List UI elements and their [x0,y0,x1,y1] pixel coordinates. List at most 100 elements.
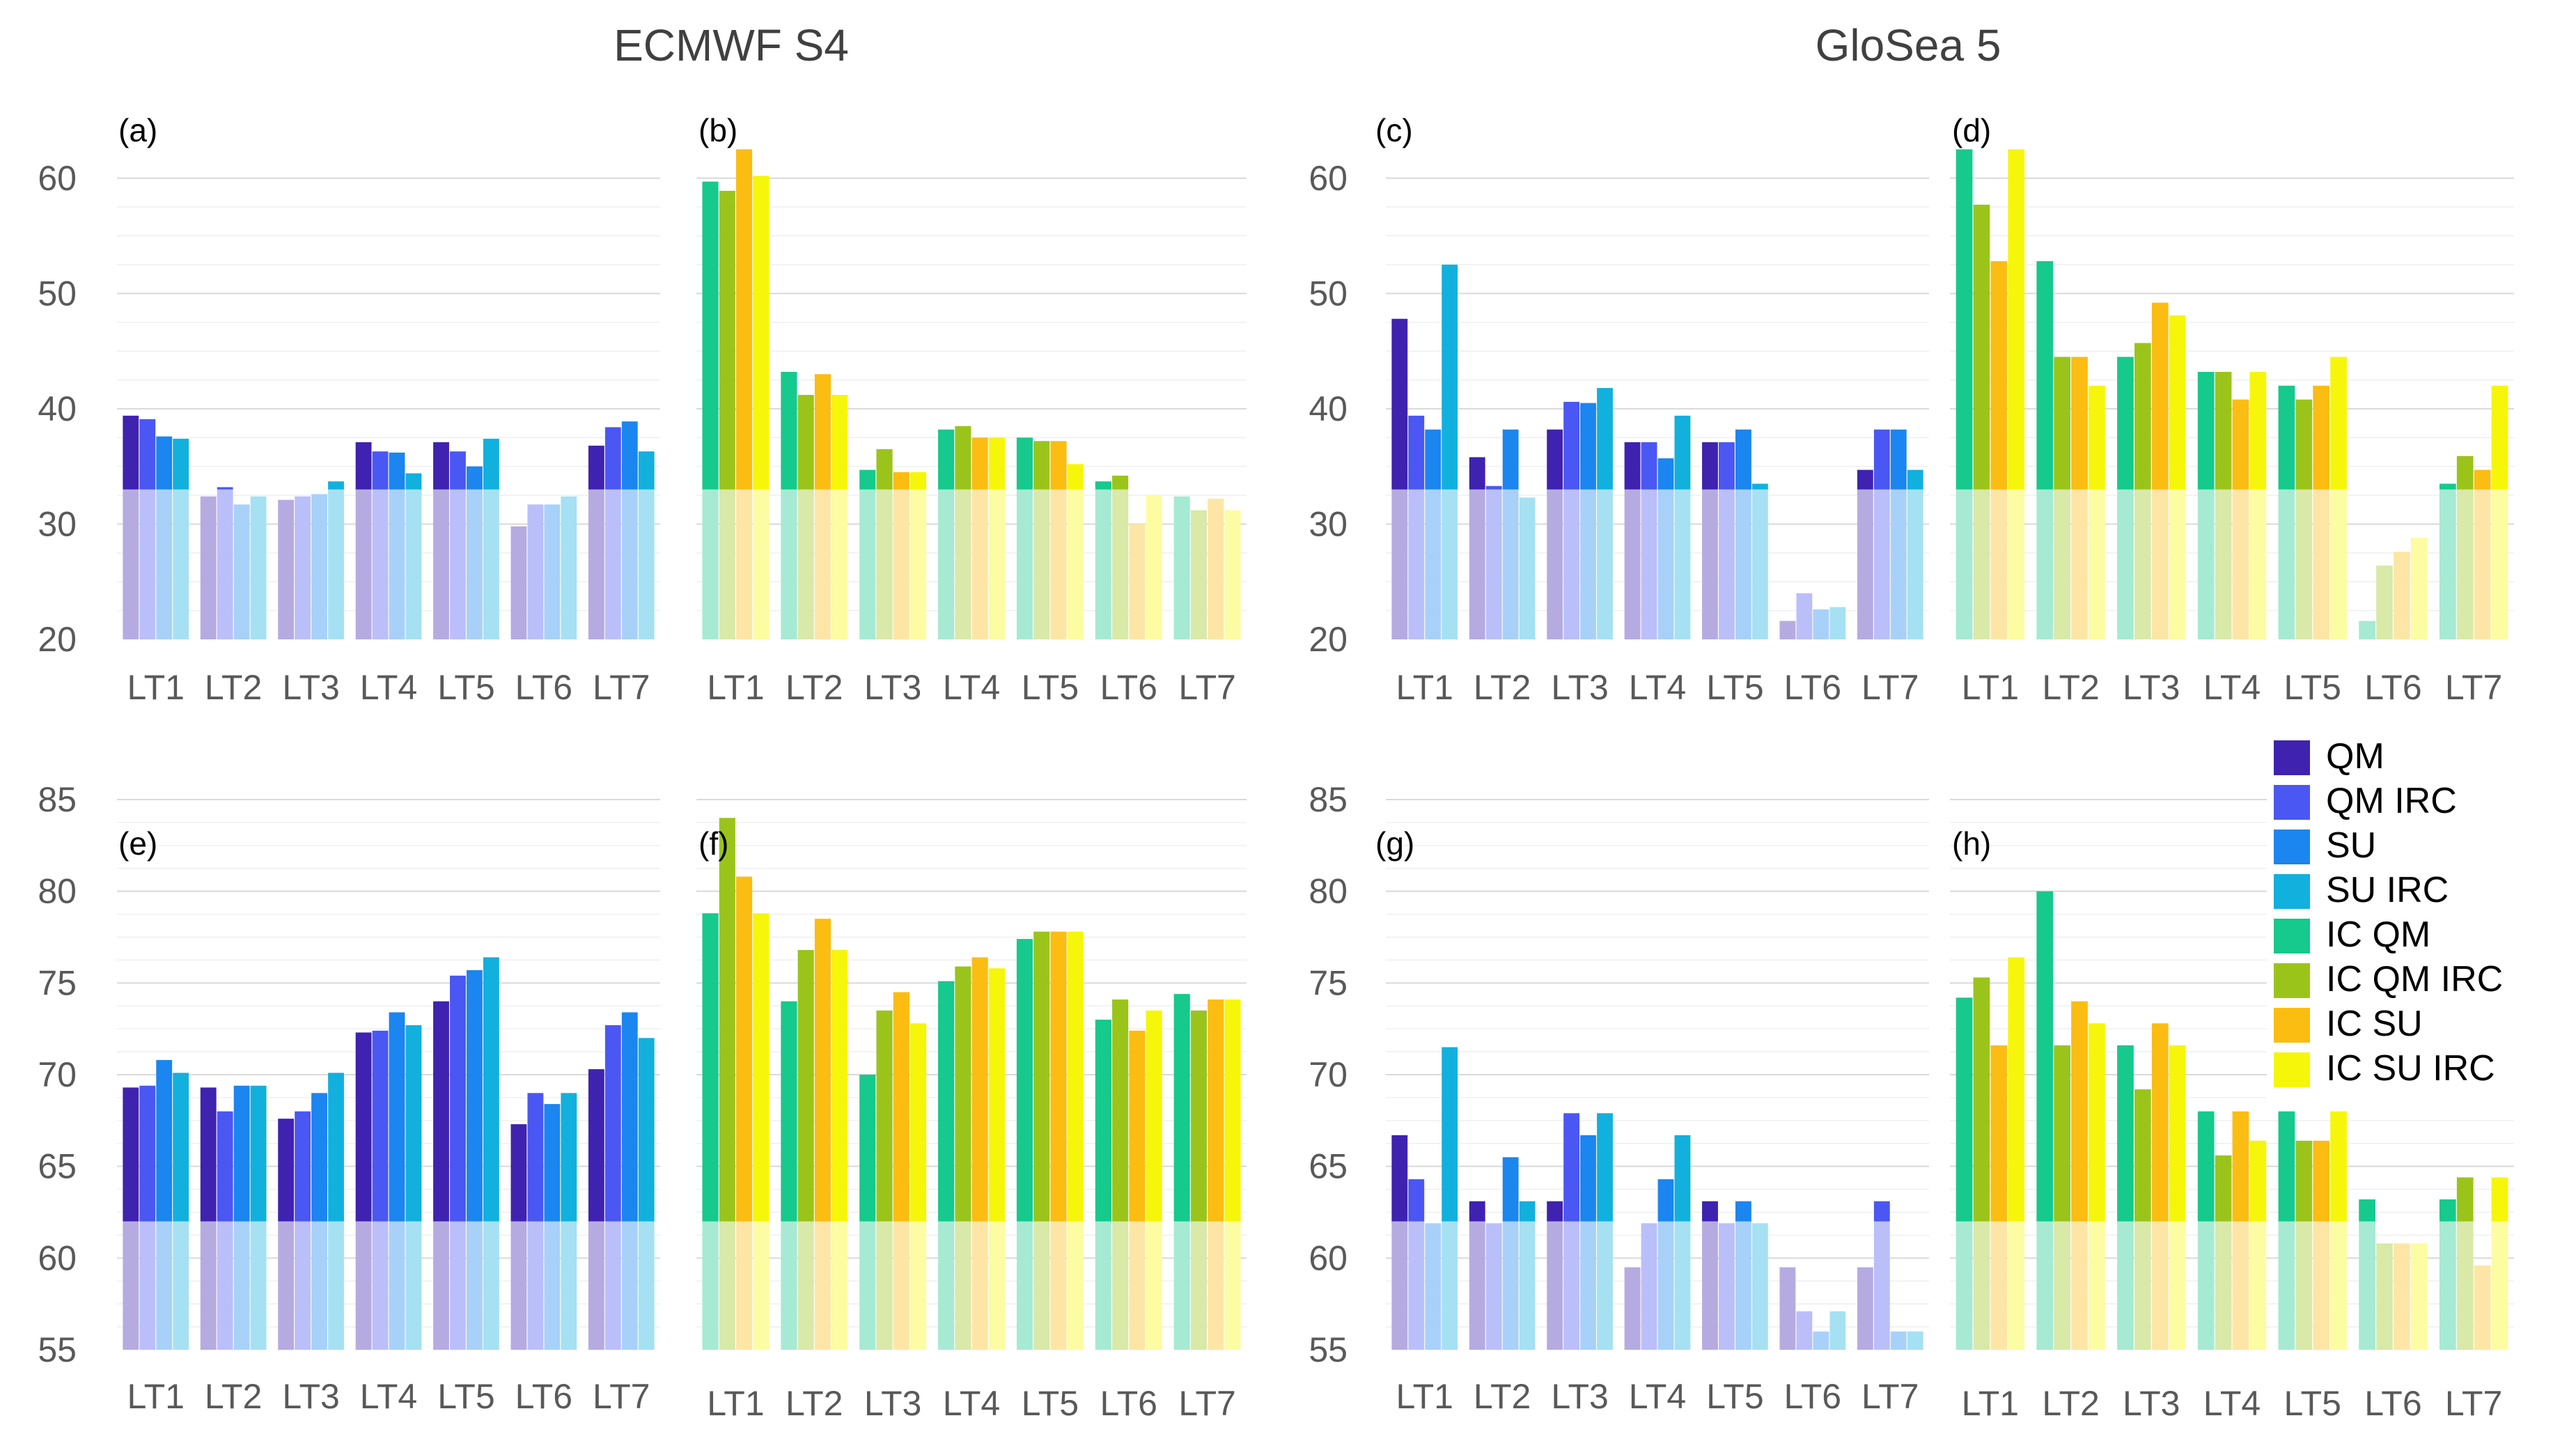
bar [2151,302,2169,490]
bar [2215,1155,2232,1222]
bar-base [389,489,405,639]
bar-base [1796,1311,1813,1350]
bar-base [217,489,233,639]
bar-base [1751,1223,1768,1350]
x-tick-label: LT3 [2123,668,2180,707]
x-tick-label: LT6 [2364,1384,2421,1423]
y-tick-label: 80 [1309,872,1348,911]
bar-base [1112,1221,1129,1350]
bar-base [1146,1221,1162,1350]
bar [2169,315,2186,490]
bar-base [466,489,483,639]
bar-base [797,1221,814,1350]
legend-swatch [2274,1052,2310,1087]
bar-base [1779,1267,1796,1350]
bar-base [1442,489,1458,639]
bar [781,371,797,490]
bar-base [2134,489,2151,639]
bar-base [2117,489,2134,639]
bar-base [2036,1221,2054,1350]
bar [1873,429,1890,490]
bar [938,981,955,1222]
bar-base [938,1221,955,1350]
bar-base [450,489,466,639]
y-tick-label: 50 [38,274,77,313]
legend-label: IC QM IRC [2326,959,2503,999]
legend-label: QM IRC [2326,781,2457,821]
bar-base [2054,1221,2070,1350]
legend-swatch [2274,785,2310,820]
bar-base [1208,1221,1224,1350]
bar [2249,1140,2267,1222]
bar [1735,1201,1751,1222]
x-tick-label: LT3 [864,1384,921,1423]
bar-base [1702,489,1718,639]
bar-base [1224,1221,1241,1350]
bar [2278,1111,2295,1222]
bar-base [1050,489,1067,639]
bar [1563,401,1580,490]
y-tick-label: 85 [1309,780,1348,819]
bar [893,472,910,490]
bar [2134,343,2151,490]
bar-base [1016,1221,1033,1350]
legend-swatch [2274,963,2310,998]
bar [1502,1157,1519,1222]
bar [250,1085,267,1222]
legend-label: IC QM [2326,914,2430,955]
panel-h: LT1 LT2 LT3 LT4 LT5 LT6 LT7 (h) [1950,799,2514,1423]
bar [1907,469,1923,490]
bar-base [604,489,621,639]
bar [910,1023,927,1222]
bar [814,919,831,1222]
bar-base [702,489,719,639]
bar-base [1502,489,1519,639]
x-tick-label: LT2 [205,1377,262,1416]
bar [1519,1201,1536,1222]
legend-swatch [2274,740,2310,775]
bar-base [1873,489,1890,639]
bar-base [2054,489,2070,639]
x-tick-label: LT4 [2203,1384,2261,1423]
bar-base [2313,1221,2330,1350]
bar [814,374,831,490]
bar [1973,204,1990,490]
bar [1702,442,1718,490]
bar-base [2169,1221,2186,1350]
bar [1702,1201,1718,1222]
bar-base [1391,489,1408,639]
bar-base [1624,1267,1641,1350]
bar-base [1580,1221,1596,1350]
panel-f: LT1 LT2 LT3 LT4 LT5 LT6 LT7 (f) [696,799,1247,1423]
bar-base [311,1221,327,1350]
bar [1580,1135,1596,1222]
bar-base [2071,489,2088,639]
bar-base [295,496,311,639]
bar-base [1408,489,1425,639]
bar-base [2330,1221,2347,1350]
bar [1208,999,1224,1222]
bar-base [2232,489,2249,639]
bar-base [719,1221,735,1350]
bar-base [1408,1221,1425,1350]
bar [1173,994,1190,1222]
panels: 20 30 40 50 60 LT1 LT2 LT3 LT4 LT5 LT6 LT7 (a) LT1 LT2… [38,112,2514,1423]
bar [1095,481,1111,490]
bar-base [1563,489,1580,639]
bar [2151,1023,2169,1222]
x-tick-label: LT4 [1629,668,1686,707]
bar-base [1751,489,1768,639]
bar-base [372,1221,389,1350]
bar-base [2197,1221,2215,1350]
bar [1485,485,1502,490]
x-tick-label: LT6 [1100,1384,1157,1423]
bar-base [1425,489,1442,639]
bar-base [1657,1221,1674,1350]
bar-base [355,1221,372,1350]
bar-base [217,1221,233,1350]
bar-base [233,1221,250,1350]
bar-base [328,489,344,639]
x-tick-label: LT4 [943,668,1000,707]
bar-base [139,489,156,639]
